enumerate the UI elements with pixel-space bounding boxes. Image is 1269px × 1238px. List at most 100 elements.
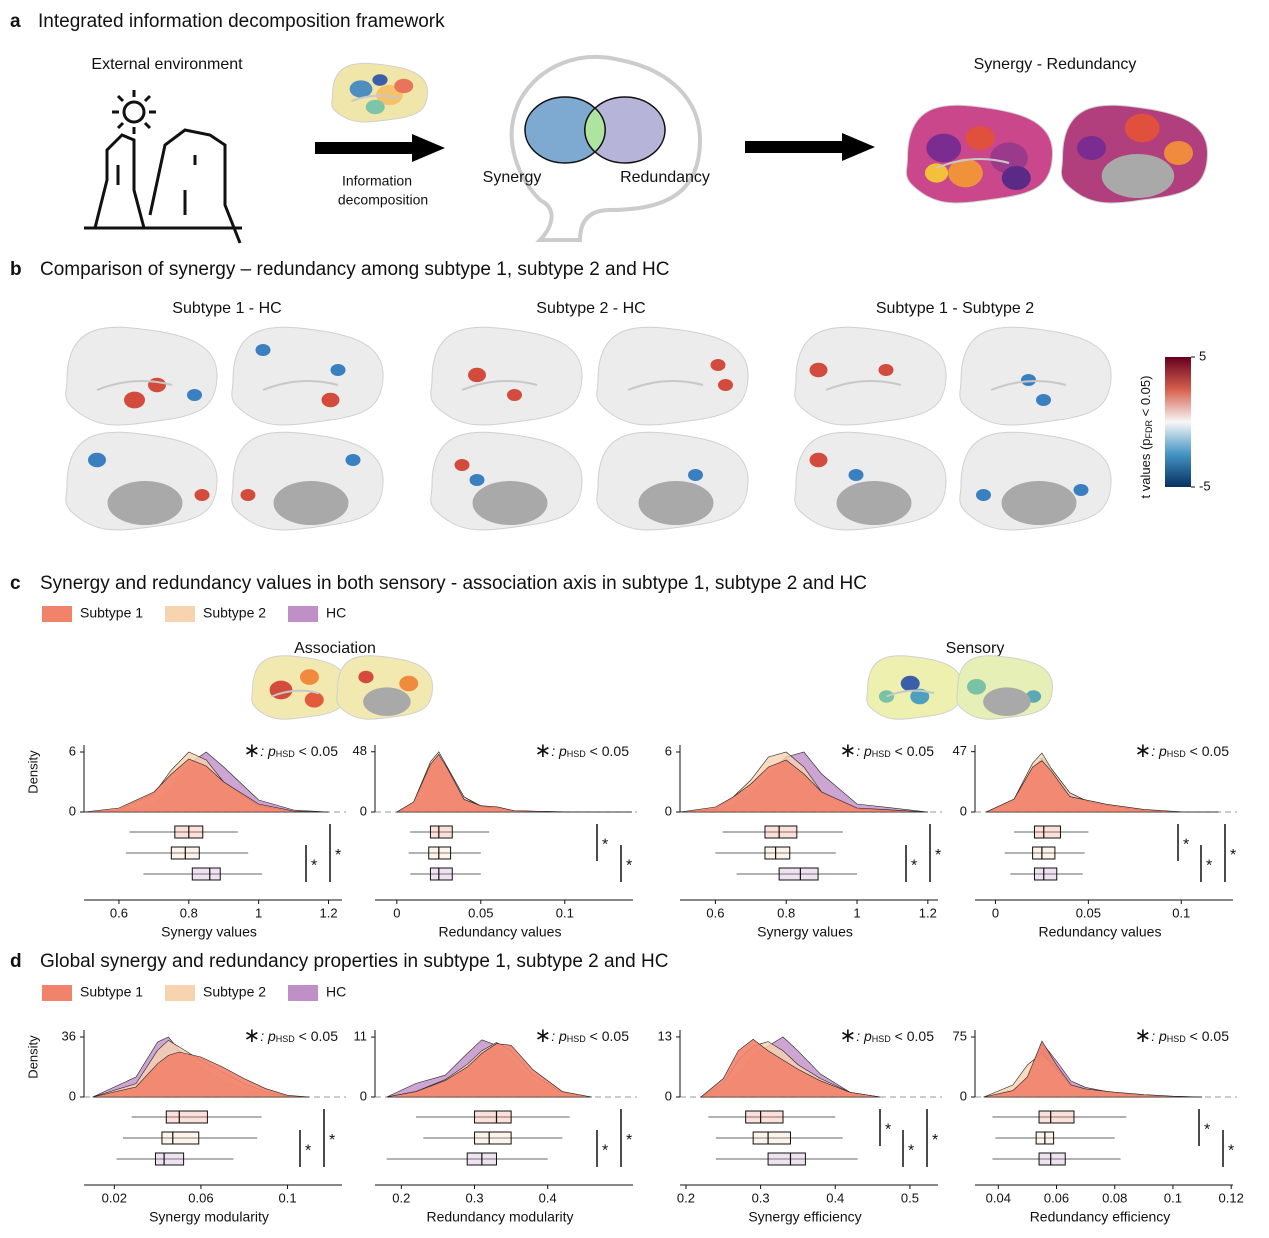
density-area — [395, 753, 632, 813]
brain-medial-wall — [836, 481, 912, 525]
significance-label: * — [908, 1143, 914, 1160]
y-tick-label: 0 — [960, 803, 967, 818]
x-tick-label: 0.6 — [110, 905, 128, 920]
significance-label: * — [602, 1143, 608, 1160]
brain-map — [430, 326, 583, 426]
x-tick-label: 0.4 — [826, 1190, 844, 1205]
brain-map — [794, 326, 947, 426]
y-tick-label: 11 — [354, 1029, 368, 1044]
brain-map — [65, 431, 218, 531]
y-tick-label: 6 — [665, 743, 672, 758]
significance-label: * — [1230, 847, 1236, 864]
x-axis-label: Synergy values — [161, 924, 257, 940]
brain-region — [878, 364, 894, 376]
x-tick-label: 0.3 — [465, 1190, 483, 1205]
x-tick-label: 0.05 — [468, 905, 493, 920]
y-axis-label: Density — [25, 750, 40, 794]
group-label: Association — [294, 640, 376, 657]
significance-label: * — [935, 847, 941, 864]
x-tick-label: 0.05 — [1076, 905, 1101, 920]
significance-label: * — [626, 858, 632, 875]
panel-title: Global synergy and redundancy properties… — [40, 951, 668, 972]
brain-region — [507, 389, 522, 401]
y-axis-label: Density — [25, 1035, 40, 1079]
annotation-part: ∗ — [534, 740, 551, 762]
x-axis-label: Redundancy efficiency — [1030, 1209, 1171, 1225]
brain-region — [372, 74, 388, 86]
environment-icon — [84, 90, 242, 244]
label: Synergy — [483, 169, 542, 186]
significance-label: * — [932, 1132, 938, 1149]
box — [161, 1131, 200, 1145]
x-tick-label: 0.08 — [1102, 1190, 1127, 1205]
brain-sulcus — [262, 380, 339, 391]
y-tick-label: 75 — [953, 1028, 967, 1043]
box — [429, 825, 453, 839]
significance-label: * — [1228, 1143, 1234, 1160]
annotation-part: HSD — [1167, 1034, 1187, 1044]
brain-region — [88, 452, 106, 468]
legend-label: Subtype 2 — [203, 984, 266, 1000]
annotation: ∗: pHSD < 0.05 — [534, 740, 629, 762]
brain-sulcus — [271, 689, 320, 698]
brain-map — [430, 431, 583, 531]
brain-region — [304, 691, 324, 708]
x-tick-label: 1.2 — [319, 905, 337, 920]
significance-label: * — [1204, 1122, 1210, 1139]
y-tick-label: 47 — [953, 743, 967, 758]
brain-region — [148, 377, 166, 393]
brain-medial-wall — [472, 481, 548, 525]
brain-region — [454, 459, 470, 471]
brain-region — [910, 688, 930, 705]
annotation-part: : p — [260, 743, 276, 759]
x-axis-label: Synergy modularity — [149, 1209, 269, 1225]
brain-medial-wall — [363, 687, 411, 716]
density-area — [679, 759, 928, 813]
x-axis-label: Redundancy values — [1039, 924, 1162, 940]
brain-map — [231, 326, 384, 426]
brain-map — [231, 431, 384, 531]
brain-region — [321, 392, 340, 408]
brain-medial-wall — [638, 481, 714, 525]
brain-region — [1073, 484, 1089, 496]
legend-label: Subtype 2 — [203, 605, 266, 621]
box — [764, 825, 798, 839]
venn-overlap — [584, 106, 606, 154]
brain-map — [956, 655, 1054, 720]
annotation-part: ∗ — [243, 1025, 260, 1047]
y-tick-label: 0 — [665, 803, 672, 818]
brain-region — [1124, 113, 1160, 143]
significance-label: * — [335, 847, 341, 864]
x-tick-label: 0.3 — [752, 1190, 770, 1205]
box — [165, 1110, 208, 1124]
annotation-part: HSD — [567, 1034, 587, 1044]
panel-letter: d — [10, 951, 22, 972]
panel-letter: b — [10, 259, 22, 280]
annotation-part: : p — [260, 1028, 276, 1044]
y-tick-label: 36 — [62, 1028, 76, 1043]
box — [191, 867, 221, 881]
brain-map — [596, 431, 749, 531]
x-tick-label: 0.06 — [188, 1190, 213, 1205]
box — [1038, 1110, 1075, 1124]
brain-region — [300, 669, 319, 685]
annotation: ∗: pHSD < 0.05 — [1134, 740, 1229, 762]
significance-label: * — [311, 858, 317, 875]
annotation-part: : p — [856, 743, 872, 759]
panel-letter: a — [10, 11, 21, 32]
brain-region — [926, 133, 962, 163]
panel-title: Comparison of synergy – redundancy among… — [40, 259, 669, 280]
brain-sulcus — [627, 380, 704, 391]
brain-sulcus — [825, 380, 902, 391]
label: Synergy - Redundancy — [974, 56, 1137, 73]
box — [1038, 1152, 1066, 1166]
brain-region — [240, 489, 256, 501]
annotation-part: ∗ — [1134, 1025, 1151, 1047]
brain-region — [948, 158, 983, 188]
annotation-part: < 0.05 — [1186, 1028, 1229, 1044]
density-area — [983, 1040, 1203, 1098]
y-tick-label: 0 — [665, 1088, 672, 1103]
brain-sulcus — [96, 380, 173, 391]
annotation-part: HSD — [1167, 749, 1187, 759]
